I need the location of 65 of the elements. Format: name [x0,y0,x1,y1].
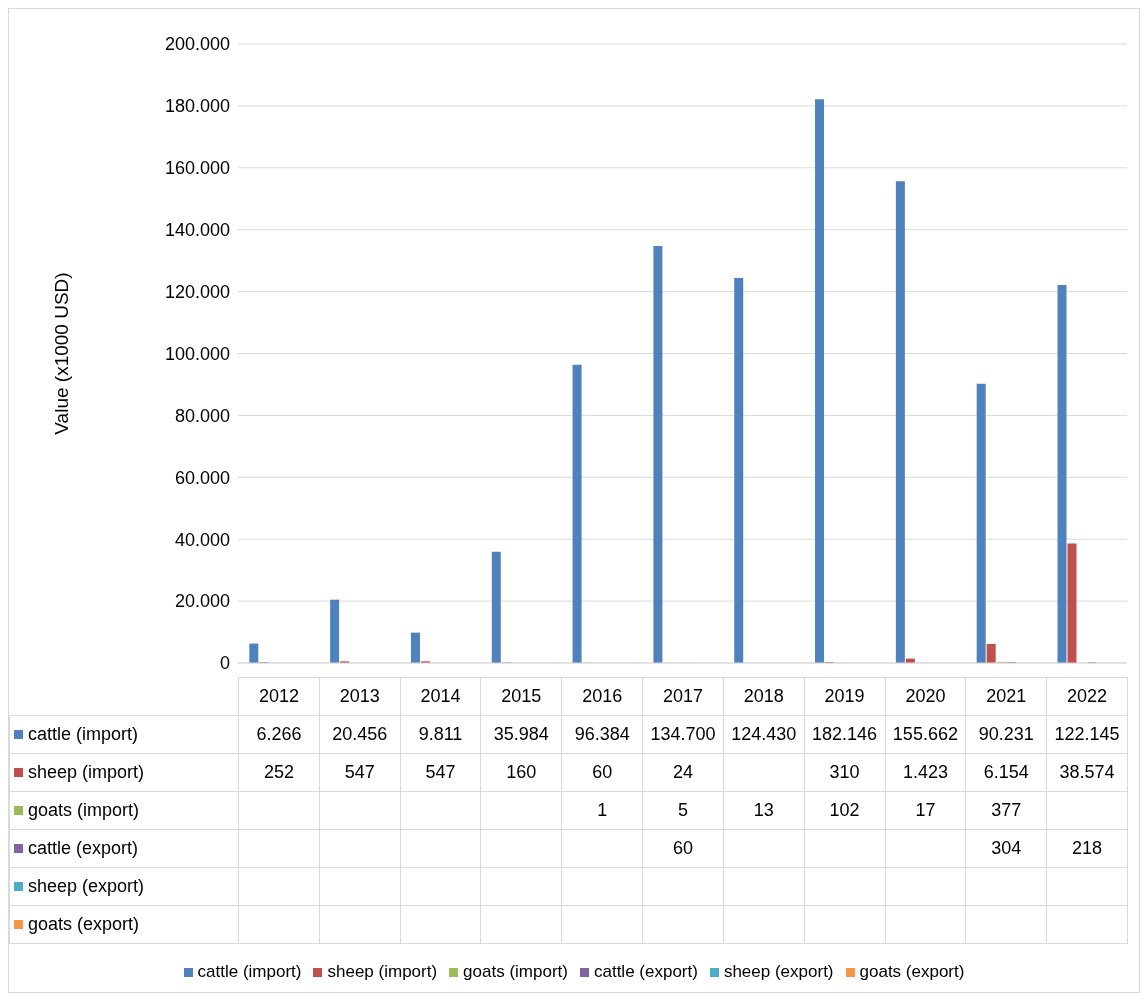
y-tick-label: 120.000 [164,281,230,302]
data-label: 160 [480,753,562,792]
text: cattle (export) [28,838,139,858]
x-tick-label: 2015 [480,677,562,716]
data-label: 124.430 [723,715,805,754]
y-tick-label: 100.000 [164,343,230,364]
text: goats (export) [859,962,965,981]
data-label: 182.146 [804,715,885,754]
legend-label: goats (export) [27,914,141,935]
data-label: 218 [1046,829,1128,868]
data-label: 96.384 [561,715,643,754]
legend-label: cattle (export) [592,962,698,982]
data-label: 155.662 [885,715,966,754]
data-label: 90.231 [965,715,1047,754]
text: goats (import) [28,800,140,820]
data-label: 24 [642,753,724,792]
legend-label: goats (import) [462,962,568,982]
data-label: 5 [642,791,724,830]
data-label: 38.574 [1046,753,1128,792]
data-label: 35.984 [480,715,562,754]
data-label: 6.154 [965,753,1047,792]
text: cattle (import) [197,962,302,981]
text: sheep (export) [723,962,834,981]
legend-label: sheep (export) [27,876,146,897]
data-label: 13 [723,791,805,830]
x-tick-label: 2021 [965,677,1047,716]
data-label: 6.266 [238,715,320,754]
y-tick-label: 0 [219,653,230,674]
data-label: 60 [561,753,643,792]
x-tick-label: 2014 [400,677,481,716]
data-label: 547 [400,753,481,792]
x-tick-label: 2013 [319,677,401,716]
x-tick-label: 2022 [1046,677,1128,716]
legend-label: sheep (import) [27,762,146,783]
y-tick-label: 20.000 [174,591,230,612]
data-label: 1.423 [885,753,966,792]
y-tick-label: 60.000 [174,467,230,488]
x-tick-label: 2018 [723,677,805,716]
y-tick-label: 40.000 [174,529,230,550]
data-label: 1 [561,791,643,830]
text: sheep (import) [327,962,438,981]
x-tick-label: 2016 [561,677,643,716]
y-tick-label: 180.000 [164,96,230,117]
data-label: 134.700 [642,715,724,754]
x-tick-label: 2020 [885,677,966,716]
data-label: 60 [642,829,724,868]
legend-label: cattle (import) [27,724,140,745]
data-label: 122.145 [1046,715,1128,754]
data-label: 304 [965,829,1047,868]
data-label: 102 [804,791,885,830]
x-tick-label: 2012 [238,677,320,716]
y-axis-title: Value (x1000 USD) [50,272,72,435]
data-label: 547 [319,753,401,792]
y-tick-label: 160.000 [164,158,230,179]
y-tick-label: 200.000 [164,34,230,55]
y-tick-label: 80.000 [174,405,230,426]
y-tick-label: 140.000 [164,220,230,241]
x-tick-label: 2017 [642,677,724,716]
data-label: 310 [804,753,885,792]
data-label: 252 [238,753,320,792]
data-label: 9.811 [400,715,481,754]
data-label: 377 [965,791,1047,830]
data-label: 17 [885,791,966,830]
x-tick-label: 2019 [804,677,885,716]
data-label: 20.456 [319,715,401,754]
